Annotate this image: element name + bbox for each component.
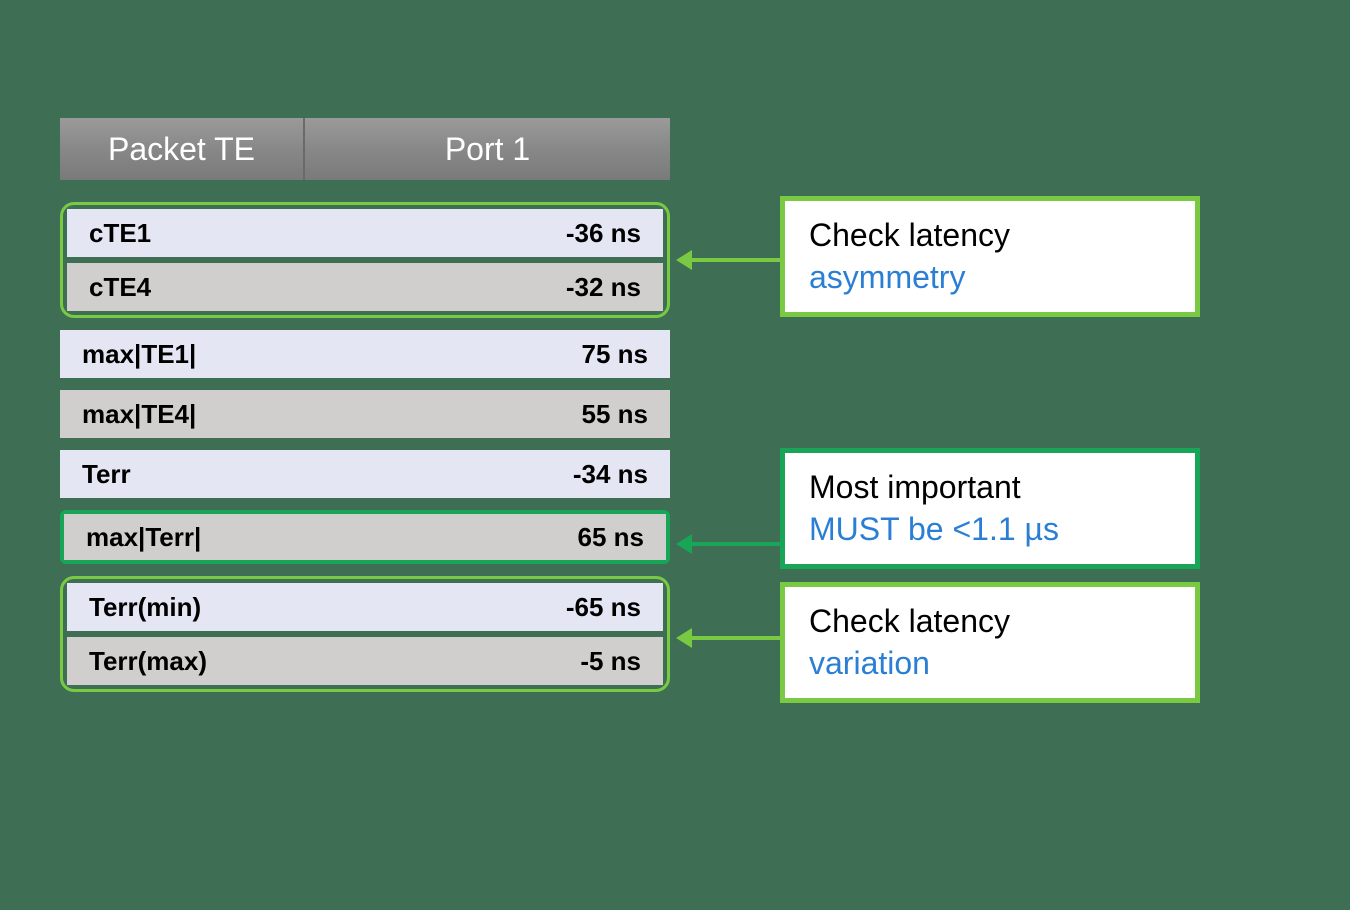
arrow-icon (690, 258, 780, 262)
callout-must: Most important MUST be <1.1 µs (780, 448, 1200, 569)
header-col-1: Packet TE (60, 118, 305, 180)
table-row: Terr(max) -5 ns (67, 637, 663, 685)
callout-text-blue: MUST be <1.1 µs (809, 511, 1059, 547)
row-label: max|TE1| (82, 339, 196, 370)
table-row: max|TE1| 75 ns (60, 330, 670, 378)
table-row: Terr(min) -65 ns (67, 583, 663, 631)
table-row: Terr -34 ns (60, 450, 670, 498)
row-label: max|Terr| (86, 522, 201, 553)
callout-variation: Check latency variation (780, 582, 1200, 703)
group-cte: cTE1 -36 ns cTE4 -32 ns (60, 202, 670, 318)
row-label: max|TE4| (82, 399, 196, 430)
row-value: -32 ns (566, 272, 641, 303)
row-label: cTE1 (89, 218, 151, 249)
table: Packet TE Port 1 cTE1 -36 ns cTE4 -32 ns… (60, 118, 670, 704)
row-value: -65 ns (566, 592, 641, 623)
row-label: cTE4 (89, 272, 151, 303)
row-label: Terr (82, 459, 131, 490)
arrow-icon (690, 542, 780, 546)
header-col-2: Port 1 (305, 118, 670, 180)
arrow-icon (690, 636, 780, 640)
callout-text: Check latency (809, 603, 1010, 639)
callout-text-blue: asymmetry (809, 259, 965, 295)
row-value: 75 ns (582, 339, 649, 370)
group-terr-range: Terr(min) -65 ns Terr(max) -5 ns (60, 576, 670, 692)
table-row: cTE1 -36 ns (67, 209, 663, 257)
table-row: max|TE4| 55 ns (60, 390, 670, 438)
callout-text: Most important (809, 469, 1021, 505)
row-label: Terr(min) (89, 592, 201, 623)
row-value: -34 ns (573, 459, 648, 490)
group-maxterr: max|Terr| 65 ns (60, 510, 670, 564)
table-header: Packet TE Port 1 (60, 118, 670, 180)
callout-text: Check latency (809, 217, 1010, 253)
row-value: -5 ns (580, 646, 641, 677)
table-row: cTE4 -32 ns (67, 263, 663, 311)
row-value: 55 ns (582, 399, 649, 430)
callout-text-blue: variation (809, 645, 930, 681)
row-label: Terr(max) (89, 646, 207, 677)
row-value: -36 ns (566, 218, 641, 249)
row-value: 65 ns (578, 522, 645, 553)
callout-asymmetry: Check latency asymmetry (780, 196, 1200, 317)
table-row: max|Terr| 65 ns (64, 514, 666, 560)
